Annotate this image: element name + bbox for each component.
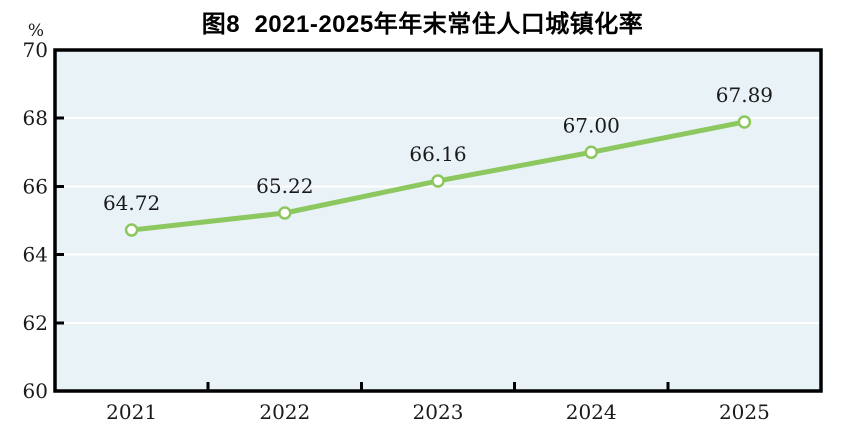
y-tick-label: 64 <box>23 243 48 267</box>
y-tick-label: 66 <box>23 174 48 198</box>
y-tick-label: 62 <box>23 311 48 335</box>
x-tick-label: 2022 <box>259 400 310 424</box>
data-label: 67.00 <box>563 113 620 137</box>
plot-frame <box>53 48 823 393</box>
y-tick-label: 68 <box>23 106 48 130</box>
data-series <box>124 115 752 237</box>
y-axis-unit-label: % <box>28 21 44 41</box>
data-label: 66.16 <box>409 142 466 166</box>
chart-title: 图8 2021-2025年年末常住人口城镇化率 <box>201 11 644 38</box>
x-tick-label: 2021 <box>106 400 157 424</box>
x-axis-tick-labels: 2021 2022 2023 2024 2025 <box>106 400 770 424</box>
data-label: 65.22 <box>256 174 313 198</box>
x-tick-label: 2023 <box>413 400 464 424</box>
y-axis-tick-labels: 60 62 64 66 68 70 <box>23 38 48 403</box>
y-tick-label: 70 <box>23 38 48 62</box>
data-point <box>431 174 445 188</box>
x-tick-label: 2024 <box>566 400 617 424</box>
data-point <box>584 145 598 160</box>
data-point-labels: 64.72 65.22 66.16 67.00 67.89 <box>103 83 773 215</box>
data-point <box>737 115 752 129</box>
data-label: 67.89 <box>716 83 773 107</box>
y-tick-label: 60 <box>23 379 48 403</box>
data-point <box>124 223 139 237</box>
x-tick-label: 2025 <box>719 400 770 424</box>
data-point <box>278 206 292 220</box>
plot-area <box>55 50 821 391</box>
data-label: 64.72 <box>103 191 160 215</box>
